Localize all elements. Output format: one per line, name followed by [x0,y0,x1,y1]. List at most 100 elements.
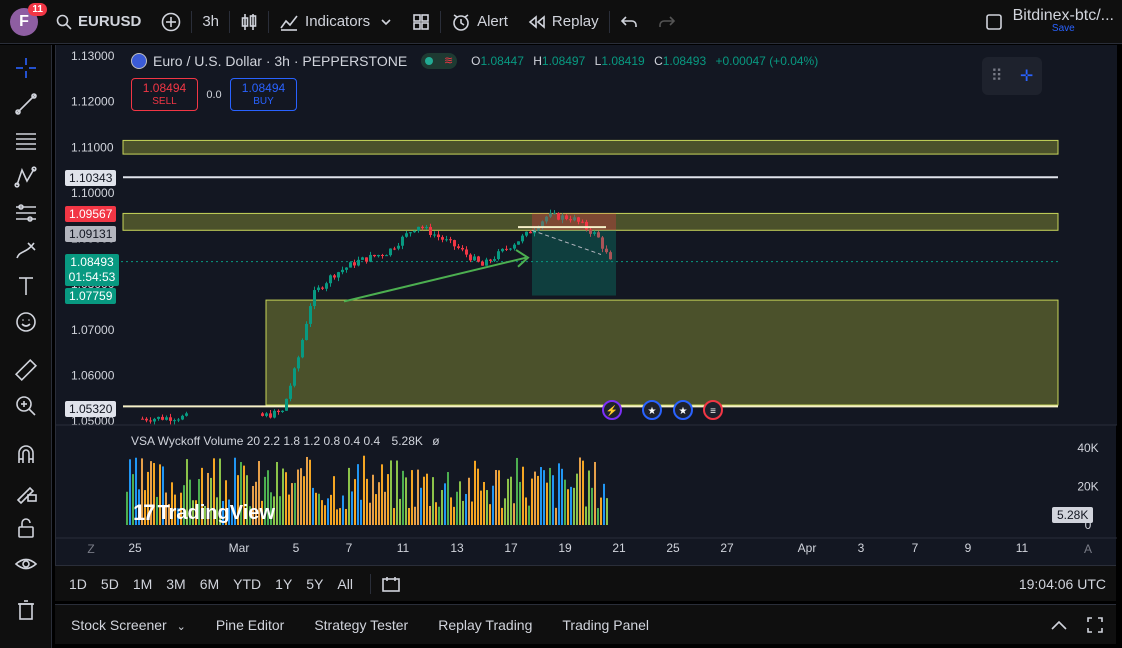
change-value: +0.00047 (+0.04%) [715,54,819,68]
replay-button[interactable]: Replay [518,0,609,44]
tf-ytd[interactable]: YTD [233,575,262,592]
volume-bar [420,487,422,525]
volume-indicator-legend[interactable]: VSA Wyckoff Volume 20 2.2 1.8 1.2 0.8 0.… [131,434,440,448]
maximize-icon[interactable] [1086,616,1104,634]
user-avatar[interactable]: F 11 [10,2,47,36]
chevron-up-icon[interactable] [1050,619,1068,631]
candle [325,283,328,289]
volume-bar [204,505,206,525]
indicators-button[interactable]: Indicators [269,0,402,44]
candle [489,259,492,261]
time-axis-tick: 25 [666,541,680,555]
buy-button[interactable]: 1.08494 BUY [230,78,297,111]
tab-trading-panel[interactable]: Trading Panel [562,616,650,633]
volume-bar [594,461,596,525]
remove-drawings-tool[interactable] [11,595,41,625]
zoom-tool[interactable] [11,391,41,421]
candle [313,290,316,307]
candle [373,254,376,257]
symbol-search[interactable]: EURUSD [46,0,151,44]
volume-bar [210,477,212,525]
time-axis-tick: 3 [858,541,865,555]
tf-5d[interactable]: 5D [100,575,119,592]
price-chart[interactable]: 1.130001.120001.110001.100001.090001.080… [56,45,1117,565]
volume-bar [288,494,290,525]
fib-tool[interactable] [11,126,41,156]
candle [281,410,284,412]
layout-save[interactable]: Bitdinex-btc/... Save [985,7,1122,35]
tf-all[interactable]: All [337,575,353,592]
tf-6m[interactable]: 6M [199,575,220,592]
volume-bar [471,501,473,525]
crosshair-tool[interactable] [11,53,41,83]
emoji-icon [16,312,36,332]
volume-bar [267,470,269,525]
ruler-tool[interactable] [11,355,41,385]
rewind-icon [528,14,545,29]
volume-bar [435,502,437,525]
text-tool[interactable] [11,271,41,301]
ohlc-values: O1.08447 H1.08497 L1.08419 C1.08493 +0.0… [471,54,819,68]
pattern-tool[interactable] [11,162,41,192]
volume-bar [492,485,494,525]
candle [341,269,344,273]
candle [493,259,496,261]
volume-bar [360,499,362,525]
time-axis-tick: 13 [450,541,464,555]
market-open-icon [425,57,434,65]
volume-bar [396,460,398,525]
chart-area[interactable]: 1.130001.120001.110001.100001.090001.080… [55,45,1117,565]
candle [589,229,592,234]
interval-button[interactable]: 3h [202,13,220,30]
volume-bar [186,459,188,525]
tf-3m[interactable]: 3M [166,575,186,592]
candle [265,413,268,416]
candle [301,339,304,358]
trend-line-tool[interactable] [11,89,41,119]
drawing-toolbar-float[interactable]: ⠿ ✛ [982,57,1042,95]
ruler-icon [14,358,38,382]
compare-button[interactable] [151,0,191,44]
layouts-button[interactable] [402,0,440,44]
volume-bar [450,497,452,525]
tab-strategy-tester[interactable]: Strategy Tester [314,616,409,633]
brush-tool[interactable] [11,235,41,265]
market-status-pill[interactable]: ≋ [421,53,458,69]
volume-bar [606,498,608,525]
visibility-tool[interactable] [11,549,41,579]
volume-bar [417,469,419,525]
price-label-red: 1.09567 [65,206,117,222]
utc-clock[interactable]: 19:04:06 UTC [1018,575,1106,592]
auto-scale-button: A [1084,542,1092,556]
measure-lines-tool[interactable] [11,198,41,228]
tab-replay-trading[interactable]: Replay Trading [438,616,533,633]
alert-button[interactable]: Alert [441,0,518,44]
magnet-icon [18,445,34,463]
lock-tool[interactable] [11,513,41,543]
volume-bar [294,482,296,525]
magnet-tool[interactable] [11,440,41,470]
volume-bar [195,500,197,525]
tab-pine-editor[interactable]: Pine Editor [215,616,285,633]
tab-stock-screener[interactable]: Stock Screener ⌄ [71,616,186,633]
take-profit-zone [532,230,616,296]
undo-button[interactable] [610,0,648,44]
date-range-icon[interactable] [381,575,401,593]
chart-type-button[interactable] [230,0,268,44]
candle [441,237,444,240]
volume-bar [234,457,236,525]
candle [517,241,520,245]
tf-5y[interactable]: 5Y [306,575,324,592]
redo-button[interactable] [648,0,686,44]
lock-drawings-tool[interactable] [11,477,41,507]
tf-1y[interactable]: 1Y [275,575,293,592]
emoji-tool[interactable] [11,307,41,337]
candle [573,217,576,221]
text-icon [19,277,33,295]
timezone-badge: Z [87,542,94,556]
candle [561,215,564,220]
sell-button[interactable]: 1.08494 SELL [131,78,198,111]
tf-1m[interactable]: 1M [132,575,153,592]
tf-1d[interactable]: 1D [69,575,87,592]
candle [153,418,156,422]
